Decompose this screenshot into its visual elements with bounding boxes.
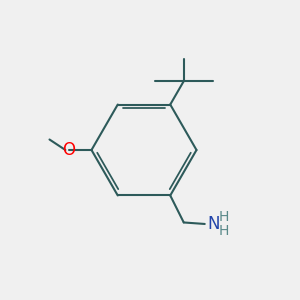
Text: O: O [62,141,76,159]
Text: N: N [207,215,220,233]
Text: H: H [219,210,229,224]
Text: H: H [219,224,229,238]
